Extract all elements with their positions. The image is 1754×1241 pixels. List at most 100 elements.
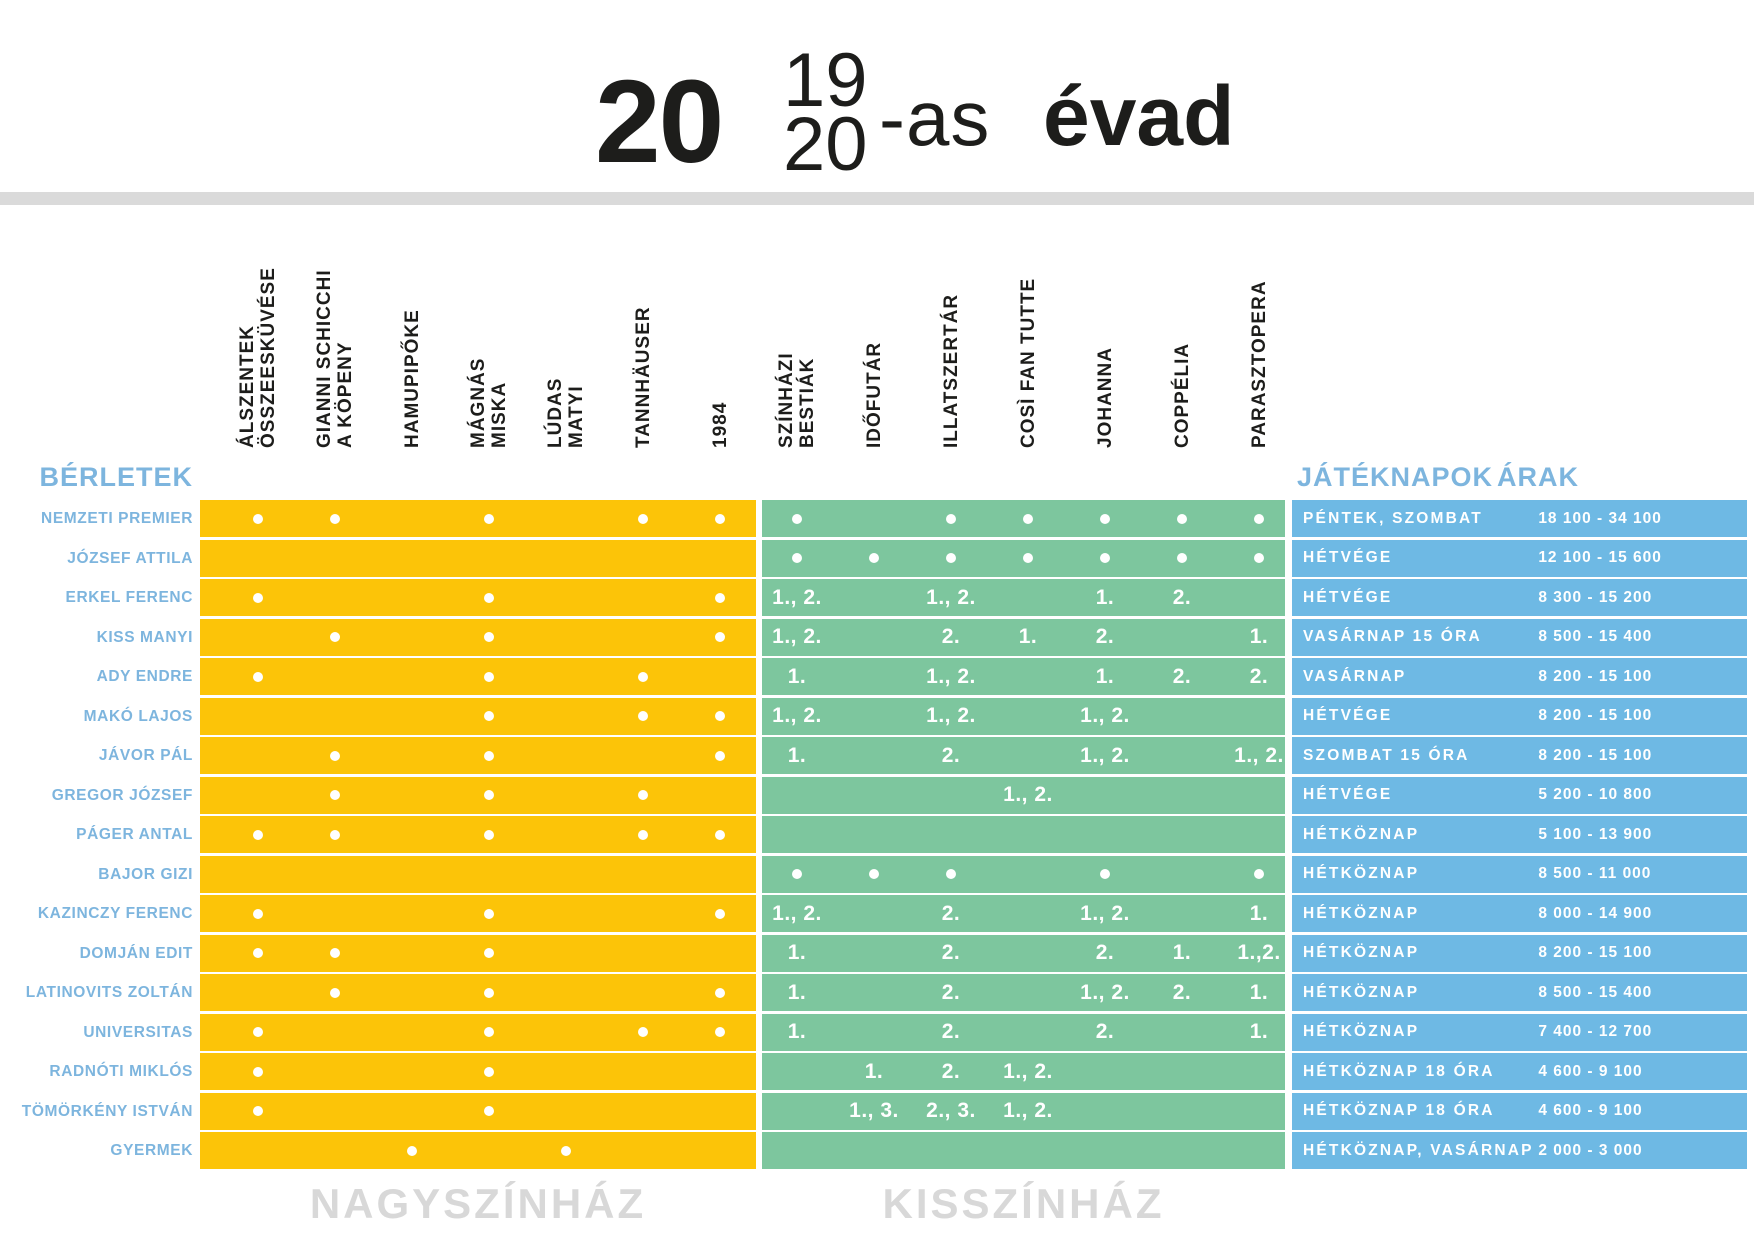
nagyszinhaz-row-bar (200, 500, 756, 537)
column-header-line: BESTIÁK (797, 357, 818, 448)
row-label-kazinczy-ferenc: KAZINCZY FERENC (37, 905, 193, 922)
play-days: HÉTVÉGE (1303, 707, 1393, 724)
cast-number: 2. (941, 1059, 961, 1083)
included-dot (253, 908, 263, 919)
row-label-gyermek: GYERMEK (110, 1142, 193, 1159)
row-label-ady-endre: ADY ENDRE (96, 668, 193, 685)
column-header-1984: 1984 (710, 402, 731, 448)
price-range: 5 200 - 10 800 (1538, 786, 1653, 803)
included-dot (1100, 513, 1110, 524)
schedule-row-bar: HÉTVÉGE 5 200 - 10 800 (1292, 776, 1747, 814)
kisszinhaz-row-bar (762, 816, 1285, 853)
cast-number: 2. (1095, 941, 1115, 964)
included-dot (484, 1066, 494, 1077)
column-header-line: MATYI (566, 385, 587, 448)
cast-number: 2. (941, 743, 961, 767)
column-header-szinhazi-bestiak: SZÍNHÁZI BESTIÁK (776, 352, 818, 448)
price-range: 5 100 - 13 900 (1538, 825, 1653, 843)
row-label-nemzeti-premier: NEMZETI PREMIER (41, 510, 193, 527)
row-label-kiss-manyi: KISS MANYI (96, 628, 193, 646)
cast-number: 2. (1172, 585, 1192, 609)
included-dot (484, 671, 494, 682)
column-header-alszentek-osszeeskuvese: ÁLSZENTEK ÖSSZEESKÜVÉSE (237, 267, 279, 448)
nagyszinhaz-row-bar (200, 737, 756, 774)
play-days: VASÁRNAP 15 ÓRA (1303, 628, 1482, 645)
column-header-tannhauser: TANNHÄUSER (633, 306, 654, 448)
price-range: 7 400 - 12 700 (1538, 1023, 1653, 1040)
included-dot (484, 1027, 494, 1037)
column-header-coppelia: COPPÉLIA (1172, 343, 1193, 448)
schedule-row-bar: HÉTKÖZNAP 18 ÓRA 4 600 - 9 100 (1292, 1053, 1747, 1090)
schedule-row-bar: HÉTKÖZNAP, VASÁRNAP 2 000 - 3 000 (1292, 1132, 1747, 1169)
play-days: HÉTKÖZNAP (1303, 904, 1420, 922)
cast-number: 2. (941, 901, 961, 925)
title-year-fraction: 19 20 (783, 43, 868, 183)
included-dot (869, 869, 879, 879)
included-dot (561, 1145, 571, 1156)
cast-number: 2. (1172, 980, 1192, 1004)
play-days: HÉTKÖZNAP (1303, 825, 1420, 843)
row-label-bajor-gizi: BAJOR GIZI (98, 865, 193, 883)
play-days: PÉNTEK, SZOMBAT (1303, 509, 1483, 527)
column-header-cosi-fan-tutte: COSÌ FAN TUTTE (1018, 278, 1039, 448)
column-header-line: GIANNI SCHICCHI (314, 269, 335, 448)
nagyszinhaz-row-bar (200, 934, 756, 972)
cast-number: 2. (1095, 625, 1115, 648)
cast-number: 1.,2. (1237, 941, 1281, 964)
nagyszinhaz-row-bar (200, 1092, 756, 1130)
kisszinhaz-row-bar: 1. 2. 1., 2. (762, 1053, 1285, 1090)
included-dot (1100, 553, 1110, 563)
row-label-latinovits-zoltan: LATINOVITS ZOLTÁN (25, 984, 193, 1001)
nagyszinhaz-row-bar (200, 1132, 756, 1169)
title-season-word: évad (1043, 69, 1235, 163)
schedule-row-bar: HÉTKÖZNAP 18 ÓRA 4 600 - 9 100 (1292, 1092, 1747, 1130)
cast-number: 1. (1249, 625, 1269, 648)
kisszinhaz-label: KISSZÍNHÁZ (882, 1180, 1165, 1227)
play-days: HÉTVÉGE (1303, 786, 1393, 803)
column-header-line: COPPÉLIA (1171, 342, 1193, 448)
included-dot (638, 513, 648, 524)
included-dot (946, 513, 956, 524)
nagyszinhaz-row-bar (200, 816, 756, 853)
included-dot (330, 632, 340, 642)
cast-number: 1., 2. (772, 585, 822, 609)
nagyszinhaz-row-bar (200, 855, 756, 893)
play-days: HÉTKÖZNAP (1303, 983, 1420, 1001)
included-dot (330, 987, 340, 998)
schedule-row-bar: HÉTVÉGE 8 300 - 15 200 (1292, 579, 1747, 616)
cast-number: 1., 2. (1003, 783, 1053, 806)
included-dot (715, 829, 725, 840)
included-dot (715, 908, 725, 919)
price-range: 8 500 - 15 400 (1538, 983, 1653, 1001)
price-range: 4 600 - 9 100 (1538, 1062, 1643, 1080)
included-dot (638, 1027, 648, 1037)
price-range: 8 200 - 15 100 (1538, 667, 1653, 685)
included-dot (253, 1106, 263, 1116)
schedule-row-bar: HÉTKÖZNAP 8 500 - 15 400 (1292, 974, 1747, 1011)
included-dot (484, 592, 494, 603)
cast-number: 1., 2. (1080, 901, 1130, 925)
included-dot (869, 553, 879, 563)
included-dot (253, 948, 263, 958)
price-range: 8 500 - 15 400 (1538, 628, 1653, 645)
included-dot (253, 671, 263, 682)
cast-number: 1., 2. (772, 901, 822, 925)
column-header-line: ILLATSZERTÁR (940, 293, 962, 448)
schedule-row-bar: HÉTVÉGE 8 200 - 15 100 (1292, 697, 1747, 735)
cast-number: 1., 2. (1080, 704, 1130, 727)
nagyszinhaz-row-bar (200, 1013, 756, 1051)
row-label-gregor-jozsef: GREGOR JÓZSEF (51, 786, 193, 804)
nagyszinhaz-row-bar (200, 895, 756, 932)
divider-bar (0, 192, 1754, 205)
column-header-line: 1984 (709, 401, 731, 448)
included-dot (715, 632, 725, 642)
included-dot (1254, 553, 1264, 563)
column-header-line: JOHANNA (1094, 347, 1116, 448)
kisszinhaz-row-bar: 1. 2. 1., 2. 1., 2. (762, 737, 1285, 774)
included-dot (484, 829, 494, 840)
cast-number: 1., 2. (926, 585, 976, 609)
kisszinhaz-row-bar: 1., 2. 2. 1., 2. 1. (762, 895, 1285, 932)
page-title: 20 19 20 -as évad (595, 42, 1295, 192)
included-dot (715, 592, 725, 603)
